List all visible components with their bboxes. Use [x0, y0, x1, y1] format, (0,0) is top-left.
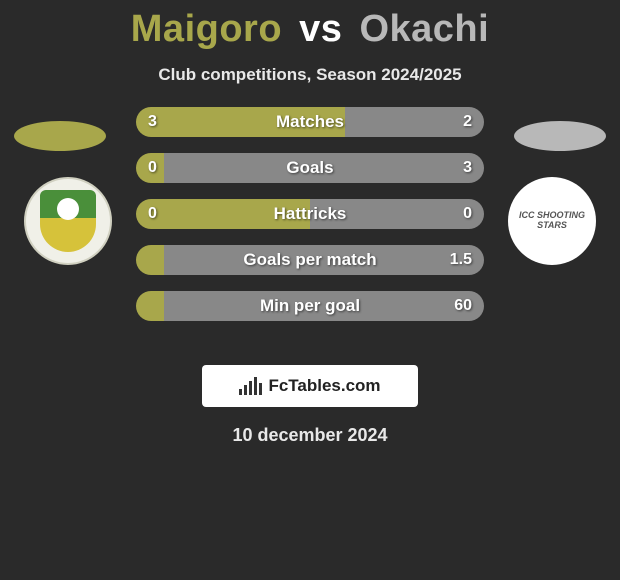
player1-marker-ellipse — [14, 121, 106, 151]
brand-box: FcTables.com — [202, 365, 418, 407]
player2-crest-text: ICC SHOOTING STARS — [512, 211, 592, 231]
date-label: 10 december 2024 — [0, 425, 620, 446]
stat-bar-right — [164, 291, 484, 321]
stat-bar-left — [136, 107, 345, 137]
brand-icon-bar — [244, 385, 247, 395]
comparison-content: ICC SHOOTING STARS Matches32 Goals03 Hattr… — [0, 107, 620, 357]
crest-shield-icon — [40, 190, 96, 252]
brand-icon-bar — [239, 389, 242, 395]
stat-bar-left — [136, 291, 164, 321]
brand-text: FcTables.com — [268, 376, 380, 396]
stat-bar-row: Matches32 — [136, 107, 484, 137]
stat-bar-left — [136, 199, 310, 229]
stat-bar-right — [164, 153, 484, 183]
player2-club-crest: ICC SHOOTING STARS — [508, 177, 596, 265]
brand-icon-bar — [254, 377, 257, 395]
stat-bar-right — [164, 245, 484, 275]
brand-icon-bar — [249, 381, 252, 395]
subtitle: Club competitions, Season 2024/2025 — [0, 65, 620, 85]
player1-name: Maigoro — [131, 8, 282, 50]
player1-club-crest — [24, 177, 112, 265]
player2-marker-ellipse — [514, 121, 606, 151]
brand-barchart-icon — [239, 377, 262, 395]
stat-bar-left — [136, 245, 164, 275]
vs-separator: vs — [299, 8, 342, 50]
stat-bars-container: Matches32 Goals03 Hattricks00 Goals per mat… — [136, 107, 484, 337]
brand-icon-bar — [259, 383, 262, 395]
stat-bar-row: Goals03 — [136, 153, 484, 183]
stat-bar-row: Min per goal60 — [136, 291, 484, 321]
stat-bar-right — [345, 107, 484, 137]
stat-bar-row: Goals per match1.5 — [136, 245, 484, 275]
stat-bar-left — [136, 153, 164, 183]
stat-bar-row: Hattricks00 — [136, 199, 484, 229]
stat-bar-right — [310, 199, 484, 229]
comparison-title: Maigoro vs Okachi — [0, 0, 620, 51]
player2-name: Okachi — [359, 8, 489, 50]
